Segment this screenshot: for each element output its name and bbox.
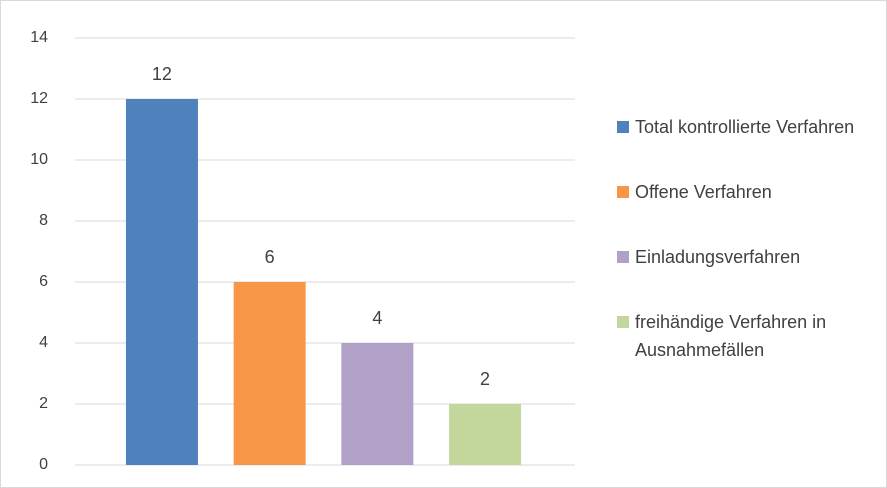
legend-label: Offene Verfahren — [635, 182, 772, 202]
bar — [233, 282, 306, 465]
legend-label: Total kontrollierte Verfahren — [635, 117, 855, 137]
y-tick-label: 2 — [39, 395, 48, 412]
legend-entry: Total kontrollierte Verfahren — [617, 113, 879, 141]
bar — [125, 99, 198, 465]
legend-swatch — [617, 121, 629, 133]
bar — [341, 343, 414, 465]
y-tick-label: 10 — [30, 151, 48, 168]
legend-swatch — [617, 251, 629, 263]
y-tick-label: 14 — [30, 29, 48, 46]
legend-label: freihändige Verfahren in Ausnahmefällen — [635, 312, 827, 360]
y-tick-label: 8 — [39, 212, 48, 229]
data-label: 6 — [265, 247, 275, 267]
legend-entry: Einladungsverfahren — [617, 243, 879, 271]
data-label: 4 — [372, 308, 382, 328]
legend-swatch — [617, 186, 629, 198]
legend-swatch — [617, 316, 629, 328]
legend: Total kontrollierte Verfahren Offene Verf… — [617, 113, 879, 364]
data-label: 12 — [152, 64, 172, 84]
y-tick-label: 4 — [39, 334, 48, 351]
legend-label: Einladungsverfahren — [635, 247, 801, 267]
bar — [449, 404, 522, 465]
legend-entry: freihändige Verfahren in Ausnahmefällen — [617, 308, 879, 364]
y-tick-label: 0 — [39, 456, 48, 473]
y-tick-label: 6 — [39, 273, 48, 290]
legend-entry: Offene Verfahren — [617, 178, 879, 206]
y-tick-label: 12 — [30, 90, 48, 107]
data-label: 2 — [480, 369, 490, 389]
